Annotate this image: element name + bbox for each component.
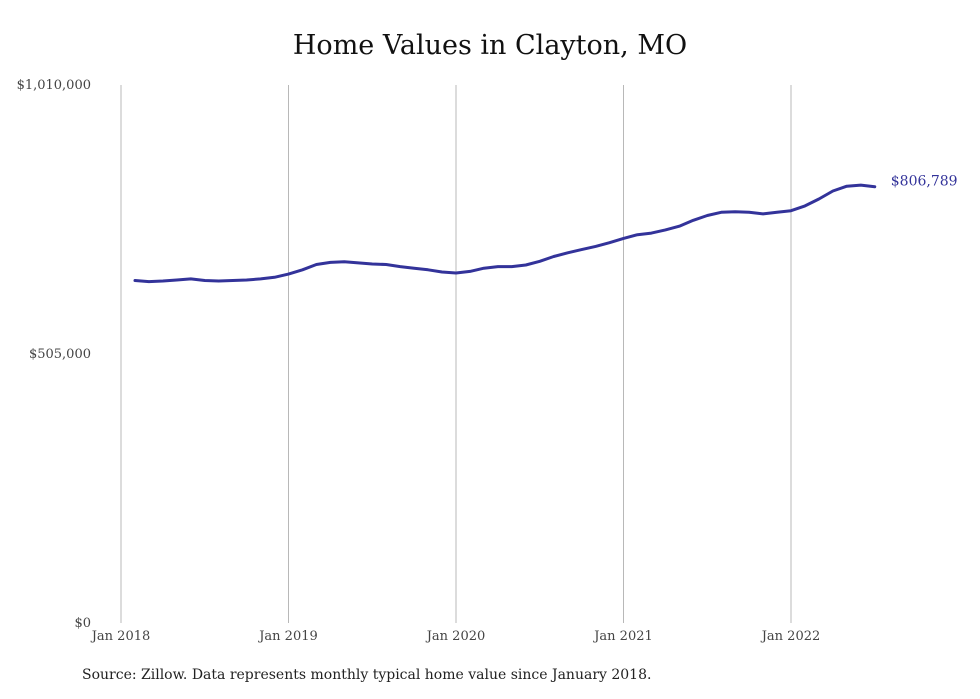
y-tick-label: $0 <box>74 616 91 631</box>
x-tick-label: Jan 2021 <box>592 629 653 644</box>
x-axis-ticks: Jan 2018 Jan 2019 Jan 2020 Jan 2021 Jan 2022 <box>90 629 821 644</box>
x-tick-label: Jan 2019 <box>257 629 318 644</box>
x-tick-label: Jan 2020 <box>425 629 486 644</box>
x-tick-label: Jan 2018 <box>90 629 151 644</box>
y-tick-label: $505,000 <box>29 347 91 362</box>
x-tick-label: Jan 2022 <box>760 629 821 644</box>
y-axis-ticks: $0 $505,000 $1,010,000 <box>17 78 91 631</box>
source-note: Source: Zillow. Data represents monthly … <box>82 667 652 683</box>
series-line <box>133 183 877 284</box>
end-value-label: $806,789 <box>891 174 958 190</box>
grid-lines <box>120 85 792 623</box>
y-tick-label: $1,010,000 <box>17 78 91 93</box>
series-layer: $806,789 <box>133 174 958 284</box>
chart-title: Home Values in Clayton, MO <box>292 30 688 61</box>
